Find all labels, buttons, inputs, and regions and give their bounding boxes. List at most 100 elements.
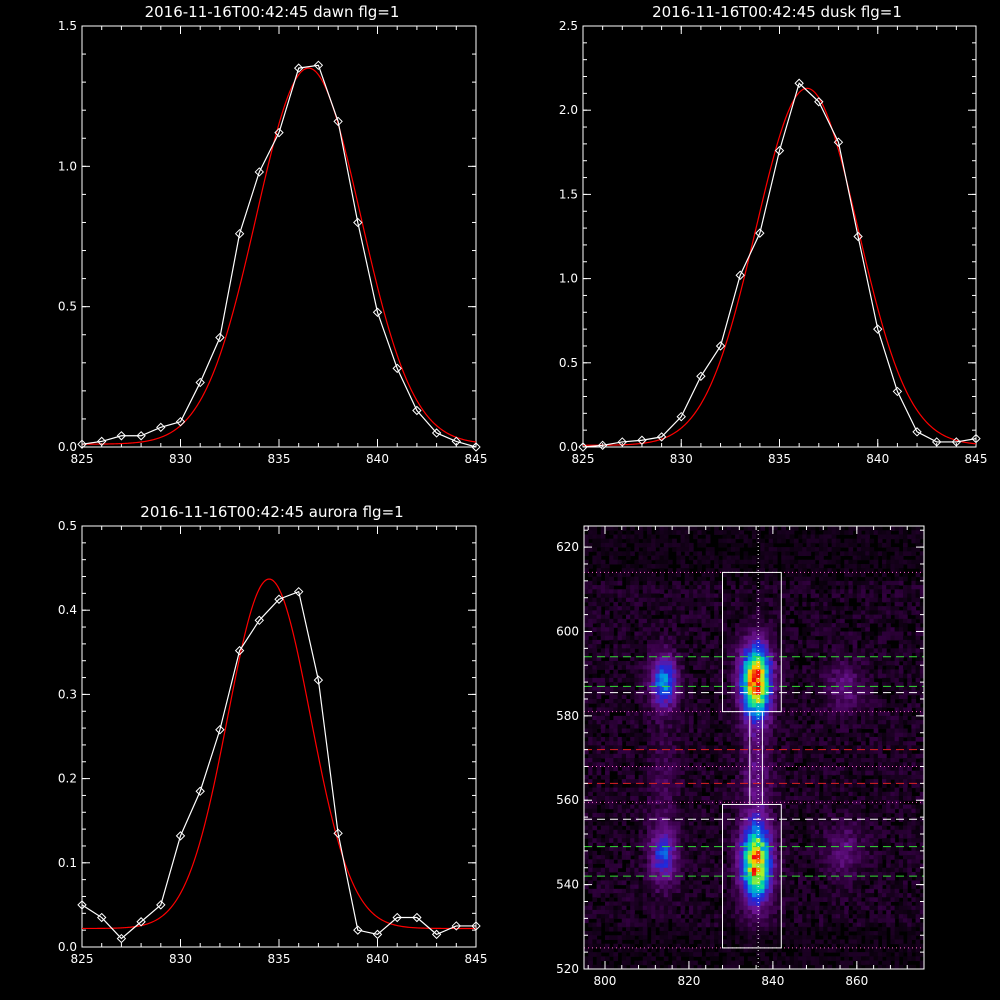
heatmap-cell: [613, 715, 619, 721]
heatmap-cell: [798, 707, 803, 713]
heatmap-cell: [827, 627, 833, 632]
heatmap-cell: [798, 694, 803, 700]
heatmap-cell: [890, 758, 896, 763]
heatmap-cell: [852, 648, 858, 654]
heatmap-cell: [844, 665, 849, 670]
heatmap-cell: [588, 766, 593, 772]
heatmap-cell: [613, 580, 619, 586]
heatmap-cell: [793, 804, 799, 810]
heatmap-cell: [890, 610, 896, 616]
heatmap-cell: [869, 530, 875, 535]
heatmap-cell: [898, 783, 904, 789]
heatmap-cell: [621, 787, 627, 793]
heatmap-cell: [743, 720, 749, 725]
dawn-data-point: [293, 63, 304, 73]
heatmap-cell: [701, 720, 707, 725]
heatmap-cell: [714, 749, 719, 755]
heatmap-cell: [651, 551, 656, 557]
heatmap-cell: [642, 665, 648, 670]
heatmap-cell: [915, 648, 921, 654]
heatmap-cell: [680, 610, 686, 616]
heatmap-cell: [819, 791, 824, 797]
heatmap-cell: [806, 534, 812, 540]
heatmap-cell: [714, 572, 719, 578]
heatmap-cell: [798, 568, 803, 573]
heatmap-cell: [655, 589, 661, 595]
heatmap-cell: [764, 648, 770, 654]
heatmap-cell: [869, 707, 875, 713]
heatmap-cell: [625, 677, 631, 683]
heatmap-cell: [646, 762, 652, 767]
heatmap-cell: [588, 770, 593, 776]
heatmap-cell: [802, 753, 807, 759]
heatmap-cell: [877, 698, 883, 704]
heatmap-cell: [802, 593, 807, 599]
heatmap-cell: [663, 741, 669, 746]
heatmap-cell: [621, 766, 627, 772]
heatmap-cell: [764, 677, 770, 683]
heatmap-cell: [663, 728, 669, 734]
heatmap-cell: [739, 631, 745, 637]
heatmap-cell: [827, 601, 833, 607]
heatmap-cell: [676, 635, 682, 641]
heatmap-cell: [768, 728, 774, 734]
heatmap-cell: [810, 563, 816, 569]
heatmap-cell: [747, 677, 753, 683]
heatmap-cell: [655, 698, 661, 704]
heatmap-cell: [613, 606, 619, 611]
heatmap-cell: [873, 774, 879, 780]
heatmap-cell: [869, 585, 875, 590]
heatmap-cell: [869, 804, 875, 810]
heatmap-cell: [756, 618, 761, 624]
heatmap-cell: [646, 724, 652, 730]
heatmap-cell: [873, 580, 879, 586]
heatmap-cell: [655, 526, 661, 531]
heatmap-cell: [701, 576, 707, 582]
heatmap-cell: [714, 669, 719, 675]
heatmap-cell: [768, 542, 774, 548]
heatmap-cell: [630, 715, 635, 721]
heatmap-cell: [777, 661, 782, 666]
heatmap-cell: [890, 791, 896, 797]
heatmap-cell: [751, 779, 757, 784]
heatmap-cell: [693, 736, 698, 742]
heatmap-cell: [655, 804, 661, 810]
heatmap-cell: [835, 639, 841, 645]
heatmap-cell: [604, 753, 610, 759]
heatmap-cell: [667, 796, 673, 801]
heatmap-cell: [693, 673, 698, 679]
heatmap-cell: [882, 774, 887, 780]
heatmap-cell: [919, 766, 925, 772]
heatmap-cell: [789, 589, 795, 595]
heatmap-cell: [693, 753, 698, 759]
heatmap-cell: [898, 601, 904, 607]
heatmap-cell: [814, 787, 820, 793]
heatmap-cell: [663, 618, 669, 624]
heatmap-cell: [693, 766, 698, 772]
heatmap-cell: [911, 673, 917, 679]
heatmap-cell: [680, 707, 686, 713]
heatmap-cell: [877, 749, 883, 755]
heatmap-cell: [919, 796, 925, 801]
heatmap-cell: [592, 665, 598, 670]
heatmap-cell: [588, 665, 593, 670]
heatmap-cell: [903, 783, 908, 789]
heatmap-cell: [882, 563, 887, 569]
heatmap-cell: [680, 694, 686, 700]
heatmap-cell: [882, 627, 887, 632]
heatmap-cell: [655, 694, 661, 700]
heatmap-cell: [844, 551, 849, 557]
heatmap-cell: [911, 538, 917, 544]
heatmap-cell: [793, 698, 799, 704]
heatmap-cell: [894, 563, 900, 569]
heatmap-cell: [793, 711, 799, 717]
heatmap-cell: [852, 538, 858, 544]
heatmap-cell: [730, 618, 736, 624]
heatmap-cell: [680, 686, 686, 692]
heatmap-cell: [680, 669, 686, 675]
heatmap-cell: [890, 728, 896, 734]
heatmap-cell: [743, 753, 749, 759]
heatmap-cell: [621, 694, 627, 700]
heatmap-cell: [726, 559, 732, 565]
heatmap-cell: [802, 728, 807, 734]
